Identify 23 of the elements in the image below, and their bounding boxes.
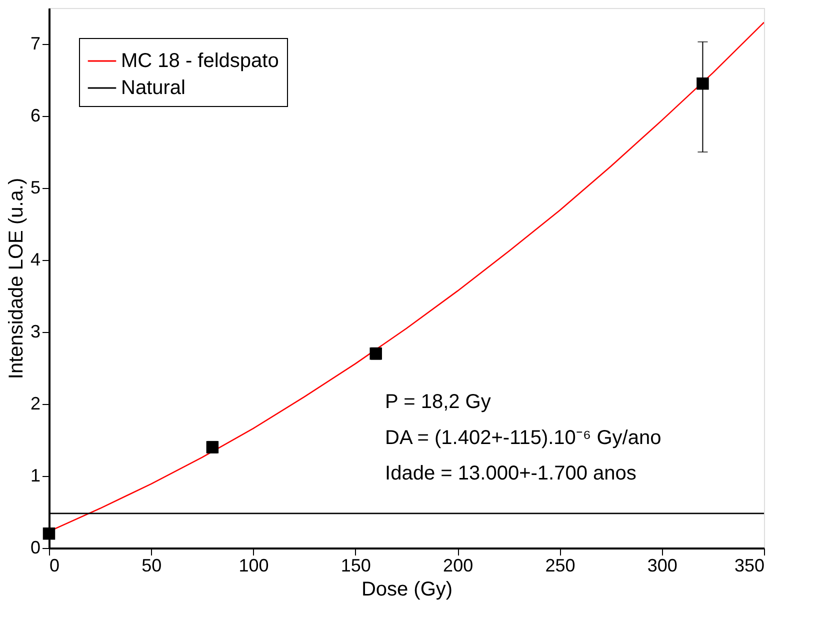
y-tick-label: 6 bbox=[30, 106, 40, 126]
y-tick-label: 7 bbox=[30, 34, 40, 54]
x-tick-label: 150 bbox=[340, 556, 371, 576]
y-tick-label: 2 bbox=[30, 394, 40, 414]
annotation: P = 18,2 Gy bbox=[385, 391, 491, 414]
legend-label: Natural bbox=[121, 77, 186, 99]
x-tick-label: 200 bbox=[443, 556, 474, 576]
annotation: Idade = 13.000+-1.700 anos bbox=[385, 462, 636, 484]
x-tick-label: 350 bbox=[734, 556, 764, 576]
y-axis-title: Intensidade LOE (u.a.) bbox=[5, 178, 28, 380]
y-tick-label: 3 bbox=[30, 322, 40, 342]
x-tick-label: 50 bbox=[142, 556, 162, 576]
y-tick-label: 4 bbox=[30, 250, 40, 270]
legend-label: MC 18 - feldspato bbox=[121, 50, 279, 72]
y-tick-label: 1 bbox=[30, 466, 40, 486]
x-tick-label: 300 bbox=[647, 556, 678, 576]
x-tick-label: 250 bbox=[545, 556, 576, 576]
x-tick-label: 100 bbox=[238, 556, 269, 576]
y-tick-label: 5 bbox=[30, 178, 40, 198]
y-tick-label: 0 bbox=[30, 538, 40, 558]
annotation: DA = (1.402+-115).10⁻⁶ Gy/ano bbox=[385, 426, 662, 449]
x-axis-title: Dose (Gy) bbox=[361, 578, 453, 600]
x-tick-label: 0 bbox=[50, 556, 60, 576]
